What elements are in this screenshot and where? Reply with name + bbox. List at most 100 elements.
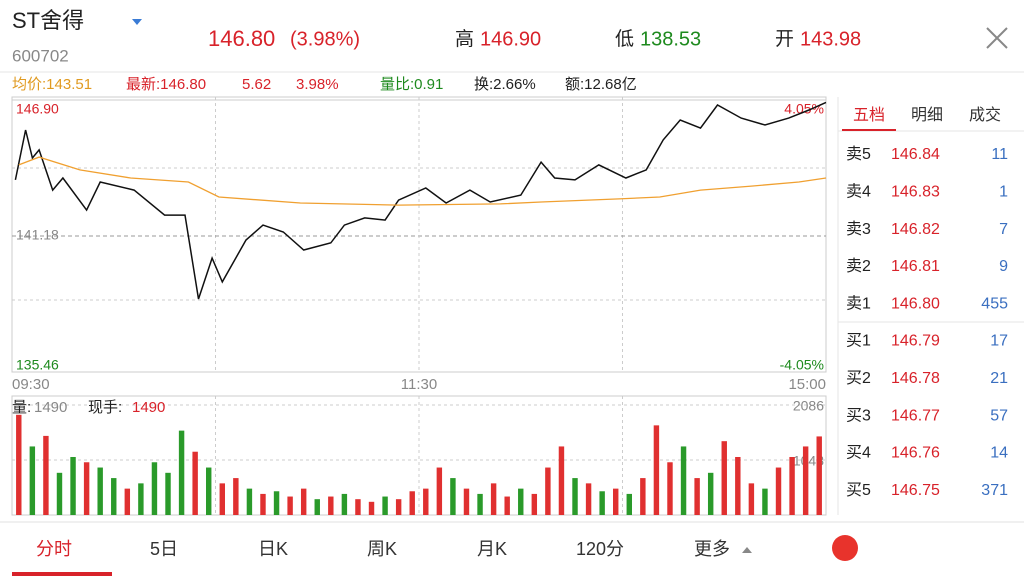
volume-bar bbox=[463, 488, 470, 515]
change-pct: (3.98%) bbox=[290, 28, 360, 50]
volume-bar bbox=[626, 493, 632, 515]
open-label: 开 bbox=[775, 29, 794, 50]
book-tab[interactable]: 成交 bbox=[969, 106, 1001, 124]
volume-bar bbox=[273, 491, 280, 515]
book-label: 卖1 bbox=[846, 294, 871, 312]
book-volume: 7 bbox=[999, 221, 1008, 238]
tab[interactable]: 5日 bbox=[150, 539, 178, 559]
volume-bar bbox=[450, 478, 456, 515]
volume-bar bbox=[246, 488, 253, 515]
chart: 146.90 141.18 135.46 4.05% -4.05% 09:30 11:30 1… bbox=[12, 97, 827, 515]
amount: 额:12.68亿 bbox=[565, 76, 637, 93]
avg-price: 均价:143.51 bbox=[12, 76, 92, 93]
book-tab[interactable]: 五档 bbox=[853, 106, 885, 124]
volume-bar bbox=[70, 456, 76, 515]
volume-bar bbox=[395, 499, 402, 515]
x-tick-label: 09:30 bbox=[12, 376, 50, 393]
book-label: 卖3 bbox=[846, 220, 871, 238]
book-price: 146.80 bbox=[891, 295, 940, 312]
volume-bar bbox=[653, 425, 660, 515]
tab[interactable]: 日K bbox=[258, 539, 288, 559]
volume-bar bbox=[83, 462, 90, 515]
volume-bar bbox=[694, 478, 700, 515]
book-volume: 371 bbox=[981, 482, 1008, 499]
avg-line bbox=[18, 156, 827, 206]
tab[interactable]: 周K bbox=[367, 539, 397, 559]
book-price: 146.81 bbox=[891, 258, 940, 275]
book-volume: 9 bbox=[999, 258, 1008, 275]
y2-tick-label: 4.05% bbox=[784, 101, 824, 117]
tab[interactable]: 更多 bbox=[694, 539, 730, 559]
x-tick-label: 11:30 bbox=[401, 376, 437, 393]
book-volume: 11 bbox=[991, 146, 1008, 163]
volume-bar bbox=[287, 496, 293, 515]
volume-bar bbox=[436, 467, 443, 515]
volume-bar bbox=[585, 483, 592, 515]
volume-bar bbox=[192, 451, 198, 515]
volume-bar bbox=[572, 478, 578, 515]
volume-bar bbox=[667, 462, 673, 515]
volume-bar bbox=[490, 483, 497, 515]
book-volume: 1 bbox=[999, 184, 1008, 201]
y2-tick-label: -4.05% bbox=[780, 357, 824, 373]
y-tick-label: 135.46 bbox=[16, 357, 59, 373]
book-label: 买5 bbox=[846, 481, 871, 499]
volume-bar bbox=[16, 414, 22, 515]
book-label: 卖2 bbox=[846, 257, 871, 275]
vol-ratio: 量比:0.91 bbox=[380, 76, 443, 93]
pct: 3.98% bbox=[296, 76, 339, 93]
volume-bar bbox=[518, 488, 524, 515]
low: 138.53 bbox=[640, 28, 701, 50]
hand: 1490 bbox=[132, 399, 165, 416]
book-price: 146.78 bbox=[891, 370, 940, 387]
high: 146.90 bbox=[480, 28, 541, 50]
close-button[interactable] bbox=[986, 27, 1008, 49]
volume-bar bbox=[409, 491, 415, 515]
y-tick-label: 2086 bbox=[793, 398, 824, 414]
volume-bar bbox=[260, 493, 266, 515]
dropdown-icon[interactable] bbox=[132, 19, 142, 25]
change: 5.62 bbox=[242, 76, 271, 93]
tab[interactable]: 分时 bbox=[36, 539, 72, 559]
float-button[interactable] bbox=[832, 535, 858, 561]
volume-bar bbox=[314, 499, 320, 515]
book-volume: 14 bbox=[990, 445, 1008, 462]
volume-bar bbox=[735, 456, 741, 515]
volume-label: 量: bbox=[12, 399, 31, 416]
book-volume: 57 bbox=[990, 407, 1008, 424]
volume-bar bbox=[178, 430, 185, 515]
low-label: 低 bbox=[615, 28, 634, 50]
book-volume: 21 bbox=[990, 370, 1008, 387]
x-tick-label: 15:00 bbox=[788, 376, 826, 393]
volume-bar bbox=[233, 478, 239, 515]
book-tab[interactable]: 明细 bbox=[911, 106, 943, 124]
volume-bar bbox=[219, 483, 225, 515]
book-label: 卖4 bbox=[846, 183, 871, 201]
volume-bar bbox=[355, 499, 361, 515]
volume-bar bbox=[124, 488, 131, 515]
volume-bar bbox=[368, 501, 375, 515]
book-price: 146.82 bbox=[891, 221, 940, 238]
volume-bar bbox=[613, 488, 619, 515]
open: 143.98 bbox=[800, 28, 861, 50]
volume: 1490 bbox=[34, 399, 67, 416]
high-label: 高 bbox=[455, 28, 474, 50]
book-price: 146.83 bbox=[891, 184, 940, 201]
book-label: 买4 bbox=[846, 444, 871, 462]
book-label: 买3 bbox=[846, 406, 871, 424]
price-line bbox=[14, 101, 827, 300]
tab[interactable]: 120分 bbox=[576, 539, 624, 559]
volume-bar bbox=[504, 496, 510, 515]
price: 146.80 bbox=[208, 26, 275, 51]
volume-bar bbox=[477, 493, 483, 515]
volume-bar bbox=[111, 478, 117, 515]
book-price: 146.79 bbox=[891, 333, 940, 350]
tab-underline bbox=[12, 572, 112, 576]
tab[interactable]: 月K bbox=[477, 539, 507, 559]
y-tick-label: 146.90 bbox=[16, 101, 59, 117]
volume-bar bbox=[97, 467, 103, 515]
volume-bar bbox=[341, 493, 348, 515]
last-price: 最新:146.80 bbox=[126, 76, 206, 93]
volume-bar bbox=[328, 496, 334, 515]
